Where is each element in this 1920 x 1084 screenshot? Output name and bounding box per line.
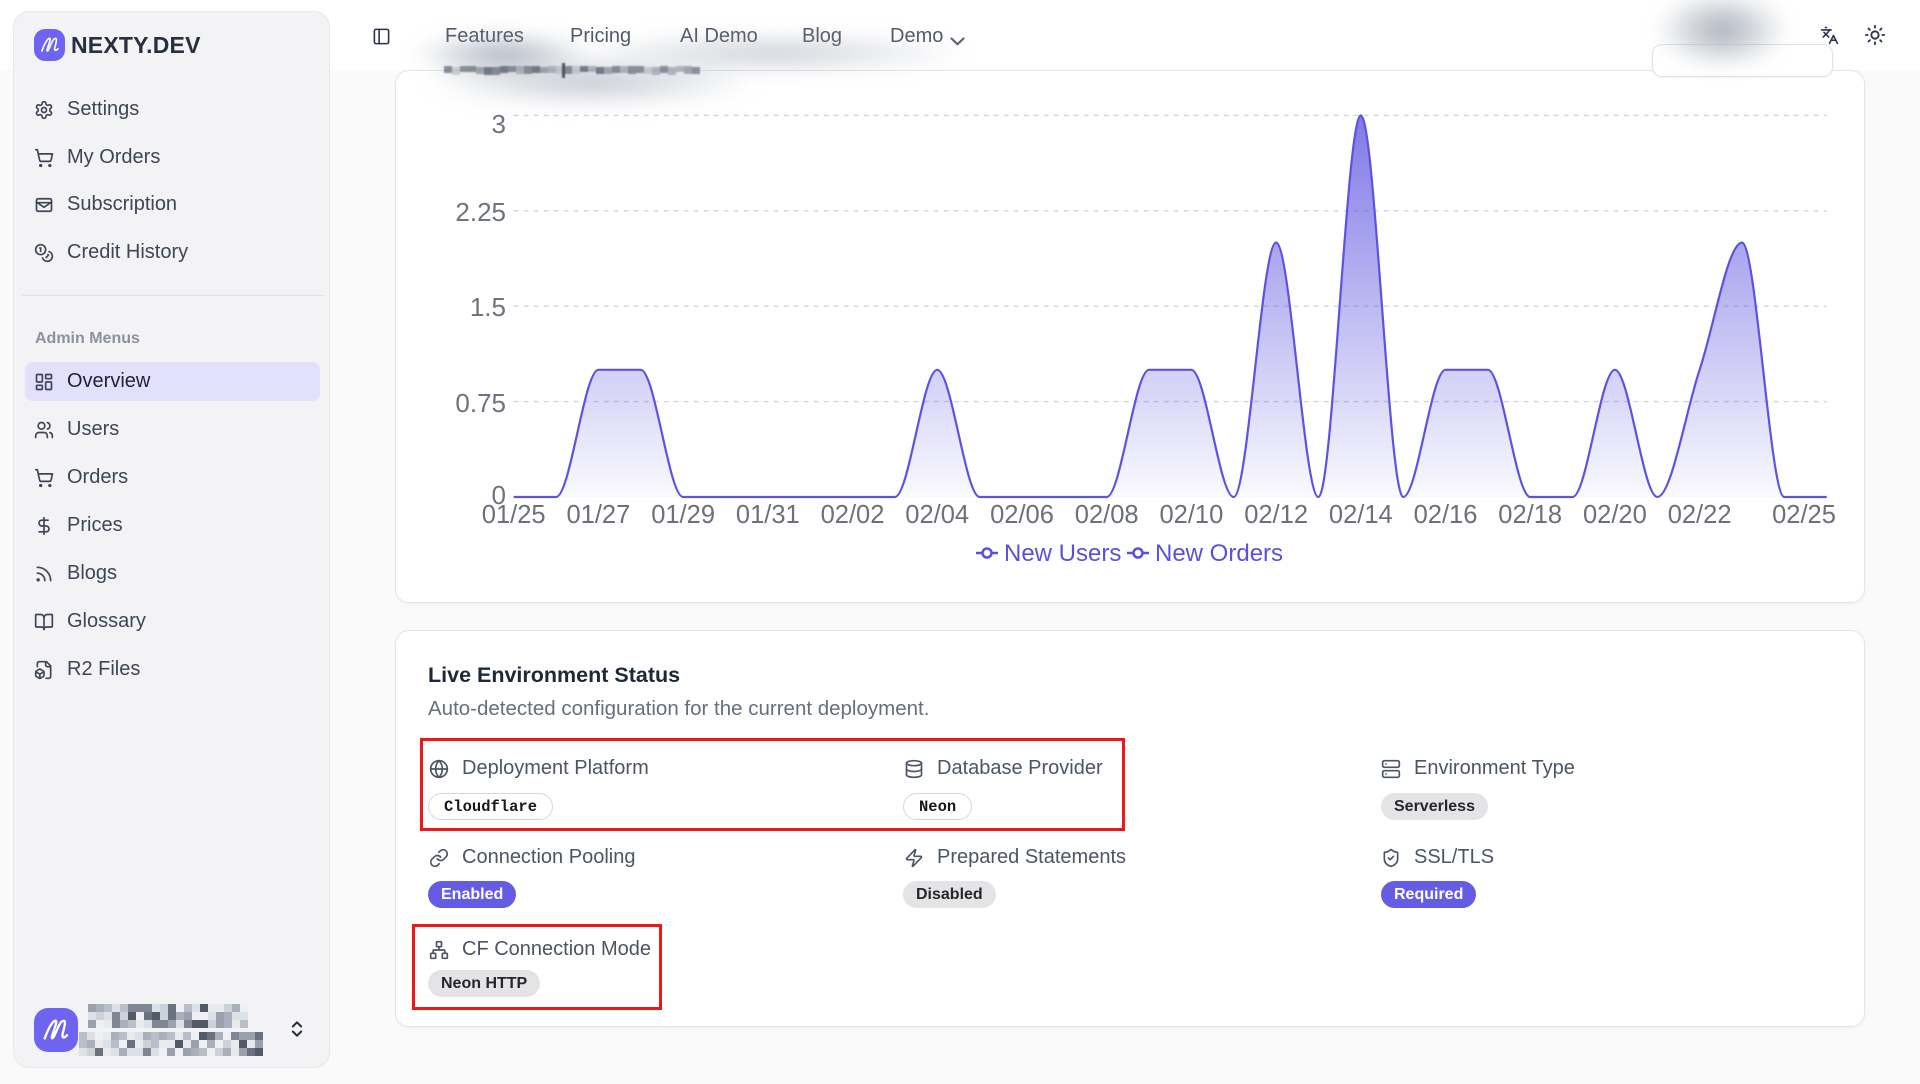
svg-text:02/02: 02/02	[821, 501, 885, 529]
svg-text:02/20: 02/20	[1583, 501, 1647, 529]
svg-text:02/22: 02/22	[1668, 501, 1732, 529]
svg-text:New Orders: New Orders	[1155, 540, 1283, 567]
svg-text:02/06: 02/06	[990, 501, 1054, 529]
svg-text:02/12: 02/12	[1244, 501, 1308, 529]
svg-text:02/16: 02/16	[1414, 501, 1478, 529]
svg-text:02/25: 02/25	[1772, 501, 1836, 529]
svg-text:02/10: 02/10	[1159, 501, 1223, 529]
svg-text:01/31: 01/31	[736, 501, 800, 529]
svg-text:02/04: 02/04	[905, 501, 969, 529]
svg-text:02/08: 02/08	[1075, 501, 1139, 529]
svg-text:2.25: 2.25	[455, 197, 506, 227]
svg-text:01/29: 01/29	[651, 501, 715, 529]
svg-text:01/25: 01/25	[482, 501, 546, 529]
svg-text:New Users: New Users	[1004, 540, 1121, 567]
svg-text:02/18: 02/18	[1498, 501, 1562, 529]
svg-text:1.5: 1.5	[470, 292, 506, 322]
svg-text:02/14: 02/14	[1329, 501, 1393, 529]
svg-text:01/27: 01/27	[566, 501, 630, 529]
svg-text:0.75: 0.75	[455, 388, 506, 418]
svg-text:0: 0	[492, 480, 506, 510]
